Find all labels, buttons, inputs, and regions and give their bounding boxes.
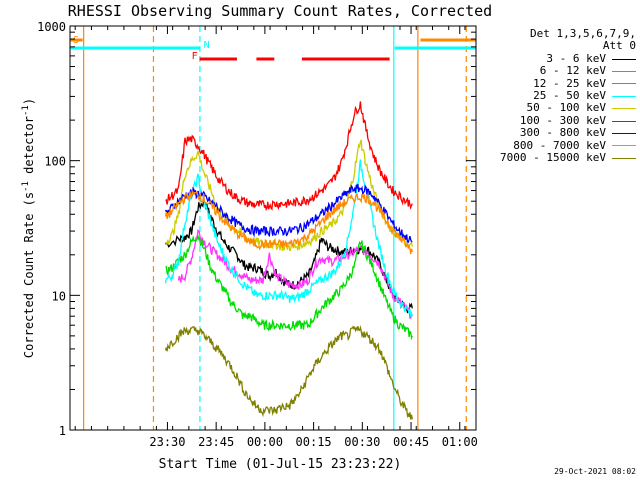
legend-entry: 50 - 100 keV [478, 102, 636, 114]
x-tick-label: 23:30 [149, 435, 185, 449]
legend-label: 12 - 25 keV [533, 76, 606, 90]
legend-label: 100 - 300 keV [519, 113, 606, 127]
x-tick-label: 01:00 [442, 435, 478, 449]
legend-label: 3 - 6 keV [546, 51, 606, 65]
y-tick-label: 1000 [37, 20, 66, 34]
legend-label: 7000 - 15000 keV [500, 151, 606, 165]
legend-entry: 300 - 800 keV [478, 126, 636, 140]
legend: Det 1,3,5,6,7,9, Att 0 3 - 6 keV 6 - 12 k… [478, 27, 636, 165]
legend-entry: 7000 - 15000 keV [478, 151, 636, 165]
legend-entry: 12 - 25 keV [478, 76, 636, 90]
series-line [165, 233, 413, 341]
x-tick-label: 00:15 [296, 435, 332, 449]
timestamp: 29-Oct-2021 08:02 [554, 467, 636, 476]
tick-group: 23:30 23:45 00:00 00:15 00:30 00:45 01:00 1 10 10… [37, 20, 478, 449]
legend-swatch [612, 157, 636, 159]
x-axis-label: Start Time (01-Jul-15 23:23:22) [159, 457, 402, 472]
legend-label: 300 - 800 keV [519, 126, 606, 140]
legend-swatch [612, 120, 636, 122]
x-tick-label: 00:30 [344, 435, 380, 449]
y-tick-label: 100 [44, 155, 66, 169]
series-group [164, 101, 413, 420]
legend-swatch [612, 95, 636, 97]
legend-swatch [612, 83, 636, 85]
legend-entry: 25 - 50 keV [478, 89, 636, 103]
y-axis-label-part: Corrected Count Rate (s [22, 192, 36, 358]
series-line [164, 183, 413, 244]
y-axis-label-part: detector [22, 116, 36, 181]
legend-entry: 6 - 12 keV [478, 64, 636, 78]
plot-frame [69, 25, 477, 431]
y-tick-label: 1 [59, 424, 66, 438]
legend-label: 6 - 12 keV [539, 64, 606, 78]
legend-label: 800 - 7000 keV [513, 138, 606, 152]
legend-swatch [612, 132, 636, 134]
series-line [164, 159, 413, 318]
flag-label: S [73, 35, 79, 46]
y-tick-label: 10 [52, 289, 66, 303]
legend-swatch [612, 70, 636, 72]
legend-label: 25 - 50 keV [533, 89, 606, 103]
chart-title: RHESSI Observing Summary Count Rates, Co… [68, 2, 492, 20]
legend-swatch [612, 58, 636, 60]
y-axis-label-part: ) [22, 98, 36, 105]
legend-swatch [612, 108, 636, 110]
series-line [165, 199, 413, 314]
y-axis-label-exp: -1 [21, 105, 31, 116]
x-tick-label: 00:00 [247, 435, 283, 449]
legend-header-att: Att 0 [602, 39, 636, 53]
flag-group: S NF [70, 35, 476, 62]
legend-label: 50 - 100 keV [526, 101, 606, 115]
y-axis-label: Corrected Count Rate (s-1 detector-1) [21, 98, 36, 358]
x-tick-label: 00:45 [393, 435, 429, 449]
series-line [165, 139, 413, 252]
legend-entry: 800 - 7000 keV [478, 138, 636, 152]
series-line [164, 325, 413, 420]
legend-entry: 3 - 6 keV [478, 51, 636, 65]
vertical-marker-group [83, 26, 467, 430]
flag-label: F [192, 51, 198, 62]
legend-swatch [612, 145, 636, 147]
legend-header: Det 1,3,5,6,7,9, [530, 27, 636, 40]
y-axis-label-exp: -1 [21, 181, 31, 192]
x-tick-label: 23:45 [198, 435, 234, 449]
legend-entry: 100 - 300 keV [478, 113, 636, 127]
flag-label: N [204, 40, 210, 51]
series-line [177, 229, 413, 319]
series-line [165, 101, 413, 212]
series-line [164, 190, 413, 255]
